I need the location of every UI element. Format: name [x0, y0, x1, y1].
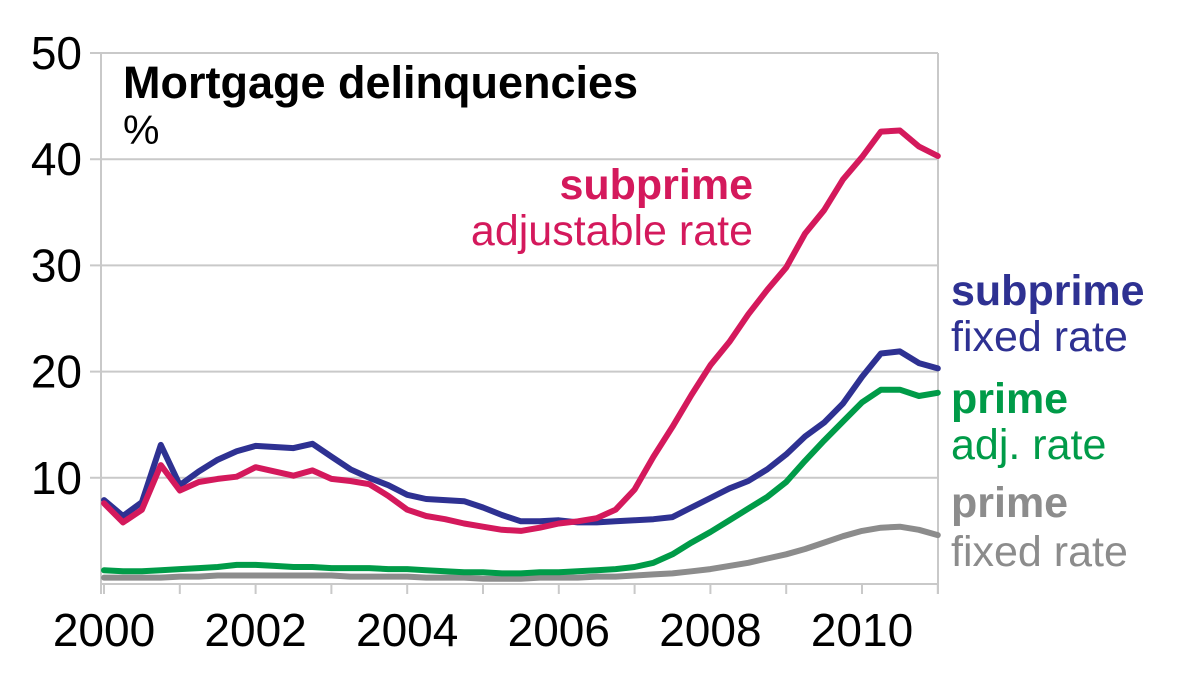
- series-label-prime-fixed-line1: prime: [951, 479, 1069, 527]
- tick-label-layer: 10 20 30 40 50 2000 2002 2004 2006 2008 2010: [31, 27, 913, 656]
- series-label-subprime-fixed-line2: fixed rate: [951, 313, 1128, 361]
- series-label-subprime-fixed-line1: subprime: [951, 267, 1145, 315]
- series-layer: [101, 127, 941, 582]
- series-label-prime-fixed-rate: prime fixed rate: [951, 479, 1128, 577]
- series-label-prime-adjustable-line2: adj. rate: [951, 421, 1107, 469]
- series-label-subprime-fixed-rate: subprime fixed rate: [951, 268, 1145, 360]
- chart-unit-label: %: [123, 107, 160, 153]
- y-axis-label-30: 30: [31, 239, 82, 291]
- x-axis-label-2010: 2010: [811, 604, 913, 656]
- chart-title: Mortgage delinquencies: [123, 57, 639, 108]
- series-label-prime-adjustable-rate: prime adj. rate: [951, 376, 1106, 468]
- y-axis-label-20: 20: [31, 346, 82, 398]
- x-axis-label-2006: 2006: [508, 604, 610, 656]
- series-line-subprime-adjustable-rate: [101, 127, 941, 534]
- x-axis-label-2000: 2000: [53, 604, 155, 656]
- y-axis-label-10: 10: [31, 452, 82, 504]
- series-line-prime-fixed-rate: [101, 523, 941, 582]
- series-label-prime-adjustable-line1: prime: [951, 375, 1069, 423]
- x-axis-label-2004: 2004: [356, 604, 458, 656]
- x-axis-label-2002: 2002: [204, 604, 306, 656]
- series-label-prime-fixed-line2: fixed rate: [951, 528, 1128, 576]
- y-axis-label-40: 40: [31, 133, 82, 185]
- series-line-subprime-fixed-rate: [101, 348, 941, 526]
- series-label-subprime-adjustable-rate: subprime adjustable rate: [471, 162, 753, 254]
- y-axis-label-50: 50: [31, 27, 82, 79]
- grid-layer: [90, 52, 938, 479]
- series-label-subprime-adjustable-line2: adjustable rate: [470, 207, 753, 255]
- series-label-subprime-adjustable-line1: subprime: [559, 161, 753, 209]
- chart-title-block: Mortgage delinquencies %: [123, 57, 639, 153]
- x-axis-label-2008: 2008: [659, 604, 761, 656]
- axis-layer: [100, 53, 939, 594]
- series-line-prime-adjustable-rate: [101, 386, 941, 577]
